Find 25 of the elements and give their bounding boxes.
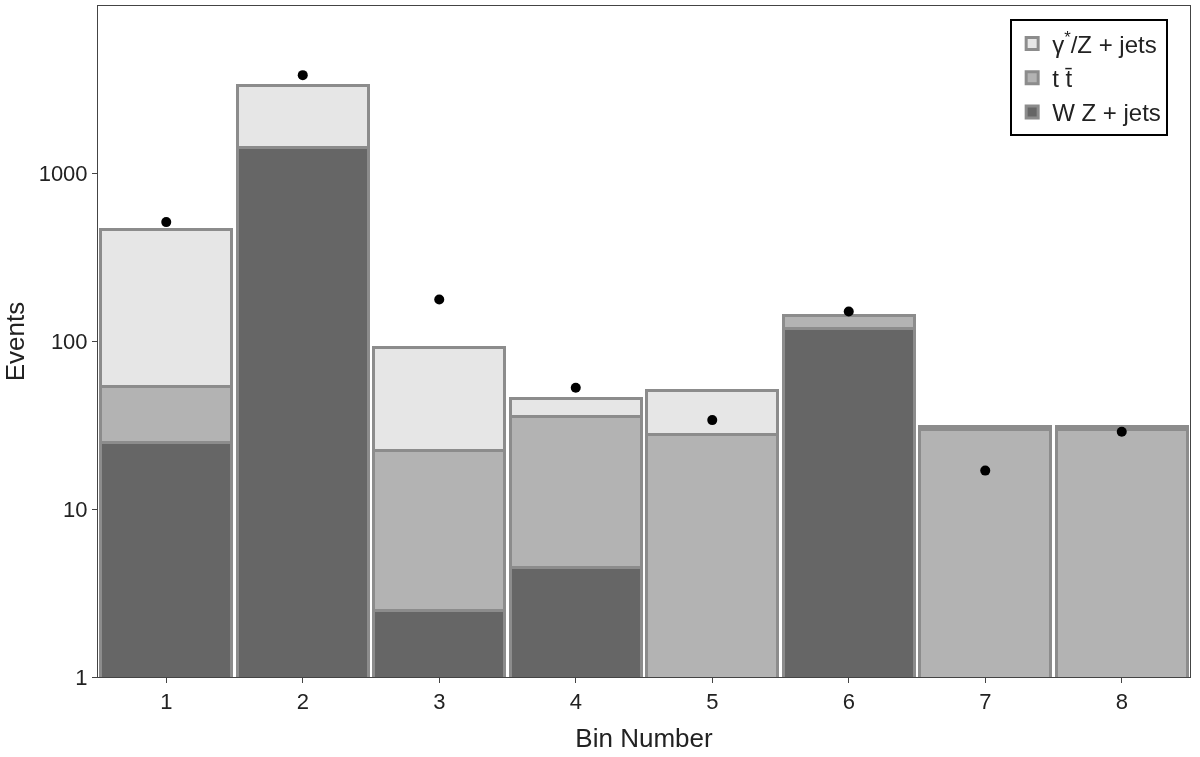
legend-label: t t̄ (1052, 65, 1073, 93)
y-tick-label: 10 (63, 496, 88, 522)
point (570, 382, 581, 393)
point (434, 294, 445, 305)
x-tick-label: 1 (160, 689, 173, 715)
x-tick-label: 3 (433, 689, 446, 715)
point (161, 217, 172, 228)
y-axis-title: Events (0, 301, 30, 382)
x-tick-label: 2 (296, 689, 309, 715)
point (1116, 426, 1127, 437)
x-tick-label: 5 (706, 689, 719, 715)
x-tick-label: 6 (842, 689, 855, 715)
point (707, 415, 718, 426)
y-tick-label: 100 (50, 329, 88, 355)
y-tick-label: 1 (75, 664, 88, 690)
y-tick-label: 1000 (38, 161, 88, 187)
point (297, 70, 308, 81)
legend-label: γ$^{*}$/Z + jets (1052, 27, 1157, 58)
x-tick-label: 8 (1115, 689, 1128, 715)
point (980, 465, 991, 476)
x-axis-title: Bin Number (575, 723, 713, 754)
point (843, 306, 854, 317)
x-tick-label: 4 (569, 689, 582, 715)
legend-label: W Z + jets (1052, 99, 1161, 127)
x-tick-label: 7 (979, 689, 992, 715)
